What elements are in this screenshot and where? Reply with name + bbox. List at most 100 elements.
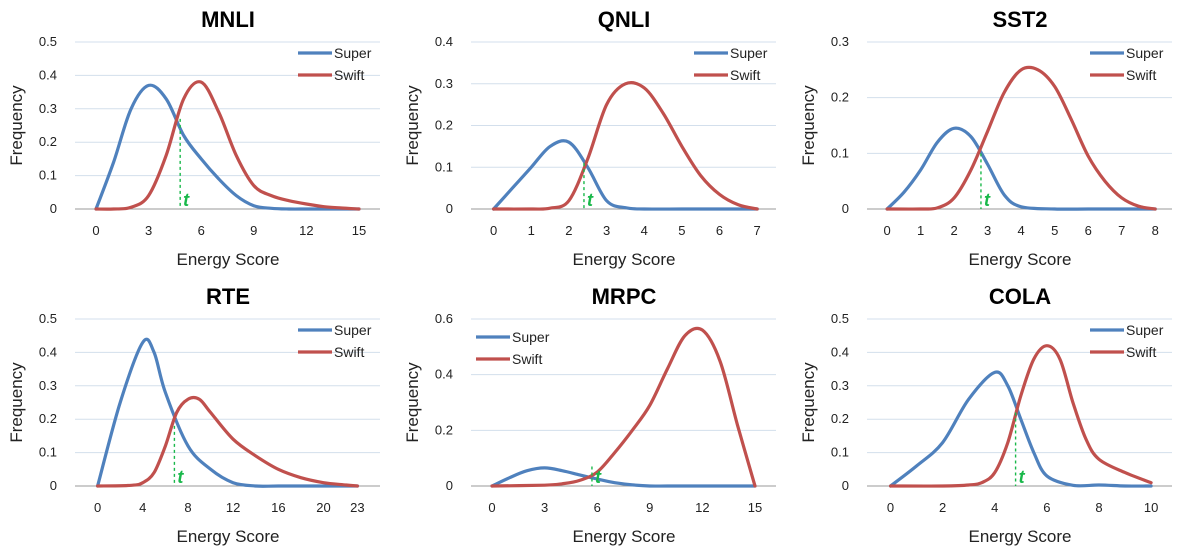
- x-tick-label: 2: [939, 500, 946, 515]
- x-tick-label: 1: [528, 223, 535, 238]
- x-tick-label: 9: [646, 500, 653, 515]
- x-tick-label: 4: [139, 500, 146, 515]
- chart-title: MRPC: [592, 284, 657, 309]
- y-tick-label: 0: [842, 201, 849, 216]
- series-line-super: [492, 139, 759, 211]
- threshold-label: t: [177, 467, 184, 487]
- series-line-swift: [96, 395, 359, 488]
- x-tick-label: 0: [883, 223, 890, 238]
- y-tick-label: 0.2: [435, 118, 453, 133]
- y-axis-label: Frequency: [799, 362, 818, 443]
- x-tick-label: 7: [1118, 223, 1125, 238]
- y-tick-label: 0: [50, 201, 57, 216]
- legend-label-swift: Swift: [334, 344, 364, 360]
- y-axis-label: Frequency: [403, 362, 422, 443]
- x-axis-label: Energy Score: [177, 250, 280, 269]
- x-axis-label: Energy Score: [969, 527, 1072, 546]
- x-tick-label: 12: [226, 500, 240, 515]
- y-tick-label: 0.4: [435, 367, 453, 382]
- chart-panel-cola: 0 0.1 0.2 0.3 0.4 0.5 0 2 4 6 8 10 COLA Energy Score F…: [792, 277, 1188, 554]
- threshold-label: t: [1019, 467, 1026, 487]
- threshold-label: t: [587, 190, 594, 210]
- y-tick-label: 0.6: [435, 311, 453, 326]
- legend-label-swift: Swift: [512, 351, 542, 367]
- y-tick-label: 0.4: [831, 344, 849, 359]
- y-tick-label: 0.3: [39, 378, 57, 393]
- x-axis-label: Energy Score: [573, 250, 676, 269]
- x-tick-label: 20: [316, 500, 330, 515]
- legend-label-swift: Swift: [730, 67, 760, 83]
- x-tick-label: 0: [92, 223, 99, 238]
- x-tick-label: 4: [1018, 223, 1025, 238]
- y-tick-label: 0.4: [39, 344, 57, 359]
- series-line-swift: [492, 80, 759, 211]
- chart-svg: 0 0.1 0.2 0.3 0.4 0 1 2 3 4 5 6 7 QNLI Energy Score Fre…: [403, 7, 776, 269]
- x-tick-label: 1: [917, 223, 924, 238]
- y-tick-label: 0.2: [831, 90, 849, 105]
- chart-title: RTE: [206, 284, 250, 309]
- y-tick-label: 0.2: [39, 134, 57, 149]
- chart-title: SST2: [992, 7, 1047, 32]
- y-tick-label: 0.3: [831, 378, 849, 393]
- x-tick-label: 5: [678, 223, 685, 238]
- chart-panel-sst2: 0 0.1 0.2 0.3 0 1 2 3 4 5 6 7 8 SST2 Energy Score Frequ…: [792, 0, 1188, 277]
- series-line-super: [490, 466, 757, 488]
- x-axis-label: Energy Score: [177, 527, 280, 546]
- x-tick-label: 0: [490, 223, 497, 238]
- chart-title: COLA: [989, 284, 1051, 309]
- y-tick-label: 0: [50, 478, 57, 493]
- y-tick-label: 0.1: [39, 445, 57, 460]
- legend-label-super: Super: [1126, 45, 1164, 61]
- legend-label-swift: Swift: [1126, 344, 1156, 360]
- x-tick-label: 16: [271, 500, 285, 515]
- x-tick-label: 12: [299, 223, 313, 238]
- series-line-super: [885, 126, 1157, 211]
- x-tick-label: 2: [565, 223, 572, 238]
- series-line-swift: [94, 80, 361, 211]
- x-tick-label: 7: [754, 223, 761, 238]
- x-tick-label: 5: [1051, 223, 1058, 238]
- y-axis-label: Frequency: [7, 362, 26, 443]
- legend-label-super: Super: [334, 322, 372, 338]
- y-axis-label: Frequency: [403, 85, 422, 166]
- x-tick-label: 6: [1085, 223, 1092, 238]
- y-tick-label: 0.1: [831, 445, 849, 460]
- x-tick-label: 0: [94, 500, 101, 515]
- x-tick-label: 4: [641, 223, 648, 238]
- series-line-super: [94, 83, 361, 211]
- x-tick-label: 6: [594, 500, 601, 515]
- chart-svg: 0 0.1 0.2 0.3 0.4 0.5 0 4 8 12 16 20 23 RTE Energy Sco…: [7, 284, 380, 546]
- chart-panel-rte: 0 0.1 0.2 0.3 0.4 0.5 0 4 8 12 16 20 23 RTE Energy Sco…: [0, 277, 396, 554]
- chart-panel-qnli: 0 0.1 0.2 0.3 0.4 0 1 2 3 4 5 6 7 QNLI Energy Score Fre…: [396, 0, 792, 277]
- series-line-swift: [490, 326, 757, 488]
- x-tick-label: 3: [541, 500, 548, 515]
- y-tick-label: 0.1: [39, 168, 57, 183]
- threshold-label: t: [183, 190, 190, 210]
- x-tick-label: 23: [350, 500, 364, 515]
- y-axis-label: Frequency: [799, 85, 818, 166]
- series-line-super: [888, 370, 1153, 488]
- y-tick-label: 0: [446, 478, 453, 493]
- y-tick-label: 0.1: [435, 159, 453, 174]
- threshold-label: t: [984, 190, 991, 210]
- legend-label-super: Super: [730, 45, 768, 61]
- chart-panel-mrpc: 0 0.2 0.4 0.6 0 3 6 9 12 15 MRPC Energy Score Freque…: [396, 277, 792, 554]
- x-tick-label: 8: [1095, 500, 1102, 515]
- chart-svg: 0 0.1 0.2 0.3 0.4 0.5 0 3 6 9 12 15 MNLI Energy Score…: [7, 7, 380, 269]
- y-tick-label: 0.4: [435, 34, 453, 49]
- x-tick-label: 6: [1043, 500, 1050, 515]
- y-axis-label: Frequency: [7, 85, 26, 166]
- y-tick-label: 0.1: [831, 145, 849, 160]
- y-tick-label: 0.3: [435, 76, 453, 91]
- y-tick-label: 0.5: [39, 34, 57, 49]
- y-tick-label: 0.4: [39, 67, 57, 82]
- threshold-label: t: [595, 467, 602, 487]
- x-tick-label: 3: [984, 223, 991, 238]
- legend-label-swift: Swift: [1126, 67, 1156, 83]
- y-tick-label: 0.5: [831, 311, 849, 326]
- chart-title: QNLI: [598, 7, 651, 32]
- legend-label-swift: Swift: [334, 67, 364, 83]
- x-tick-label: 15: [748, 500, 762, 515]
- x-tick-label: 0: [887, 500, 894, 515]
- y-tick-label: 0.5: [39, 311, 57, 326]
